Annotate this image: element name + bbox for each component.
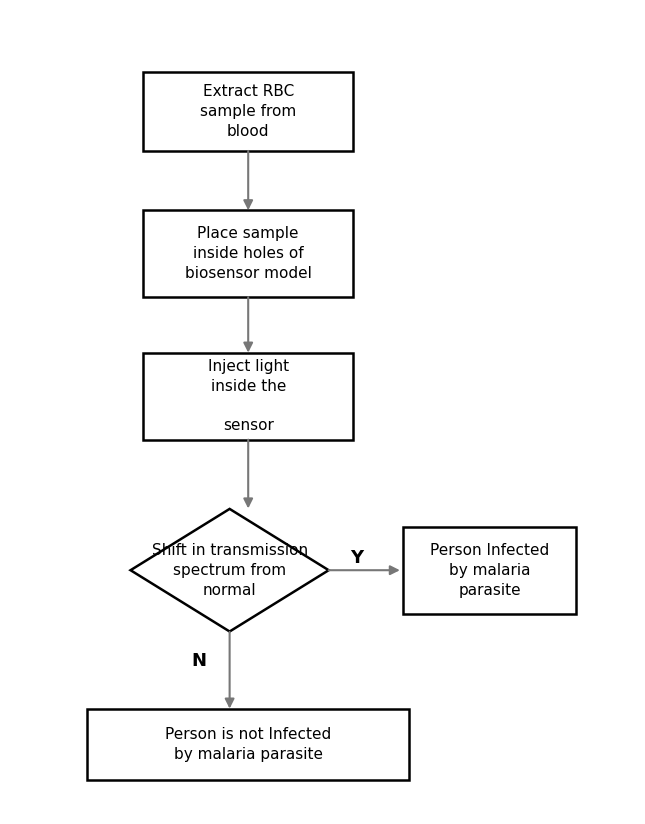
Bar — [143, 353, 353, 440]
Bar — [87, 709, 409, 780]
Bar — [143, 72, 353, 151]
Text: Person is not Infected
by malaria parasite: Person is not Infected by malaria parasi… — [165, 727, 332, 761]
Text: Y: Y — [350, 550, 363, 568]
Text: Inject light
inside the

sensor: Inject light inside the sensor — [208, 359, 289, 433]
Bar — [143, 210, 353, 297]
Polygon shape — [130, 509, 329, 631]
Text: Place sample
inside holes of
biosensor model: Place sample inside holes of biosensor m… — [184, 227, 312, 281]
Text: N: N — [191, 652, 206, 670]
Text: Extract RBC
sample from
blood: Extract RBC sample from blood — [200, 84, 296, 138]
Text: Person Infected
by malaria
parasite: Person Infected by malaria parasite — [430, 543, 550, 597]
Text: Shift in transmission
spectrum from
normal: Shift in transmission spectrum from norm… — [152, 543, 308, 597]
Bar — [403, 527, 577, 614]
